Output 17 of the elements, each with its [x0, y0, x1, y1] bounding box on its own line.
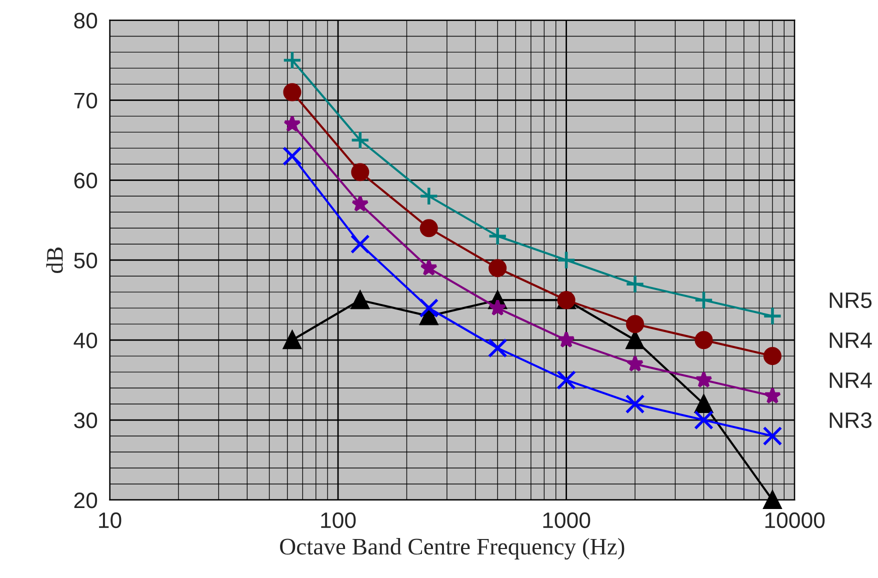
- x-tick-label: 1000: [543, 512, 590, 528]
- y-tick-label: 50: [74, 252, 98, 268]
- x-tick-label: 10000: [765, 512, 825, 528]
- x-tick-label: 10: [99, 512, 122, 528]
- y-axis-title: dB: [46, 247, 63, 274]
- text: NR5: [830, 292, 872, 308]
- y-tick-label: 40: [74, 332, 98, 348]
- y-tick-label: 70: [74, 92, 98, 108]
- y-tick-label: 60: [74, 172, 98, 188]
- text: NR4: [830, 332, 872, 348]
- y-tick-label: 30: [74, 412, 98, 428]
- text: NR4: [830, 372, 872, 388]
- x-axis-title: Octave Band Centre Frequency (Hz): [280, 538, 624, 560]
- y-tick-label: 20: [74, 492, 98, 508]
- text: NR3: [830, 412, 872, 428]
- y-tick-label: 80: [74, 12, 98, 28]
- x-tick-label: 100: [321, 512, 356, 528]
